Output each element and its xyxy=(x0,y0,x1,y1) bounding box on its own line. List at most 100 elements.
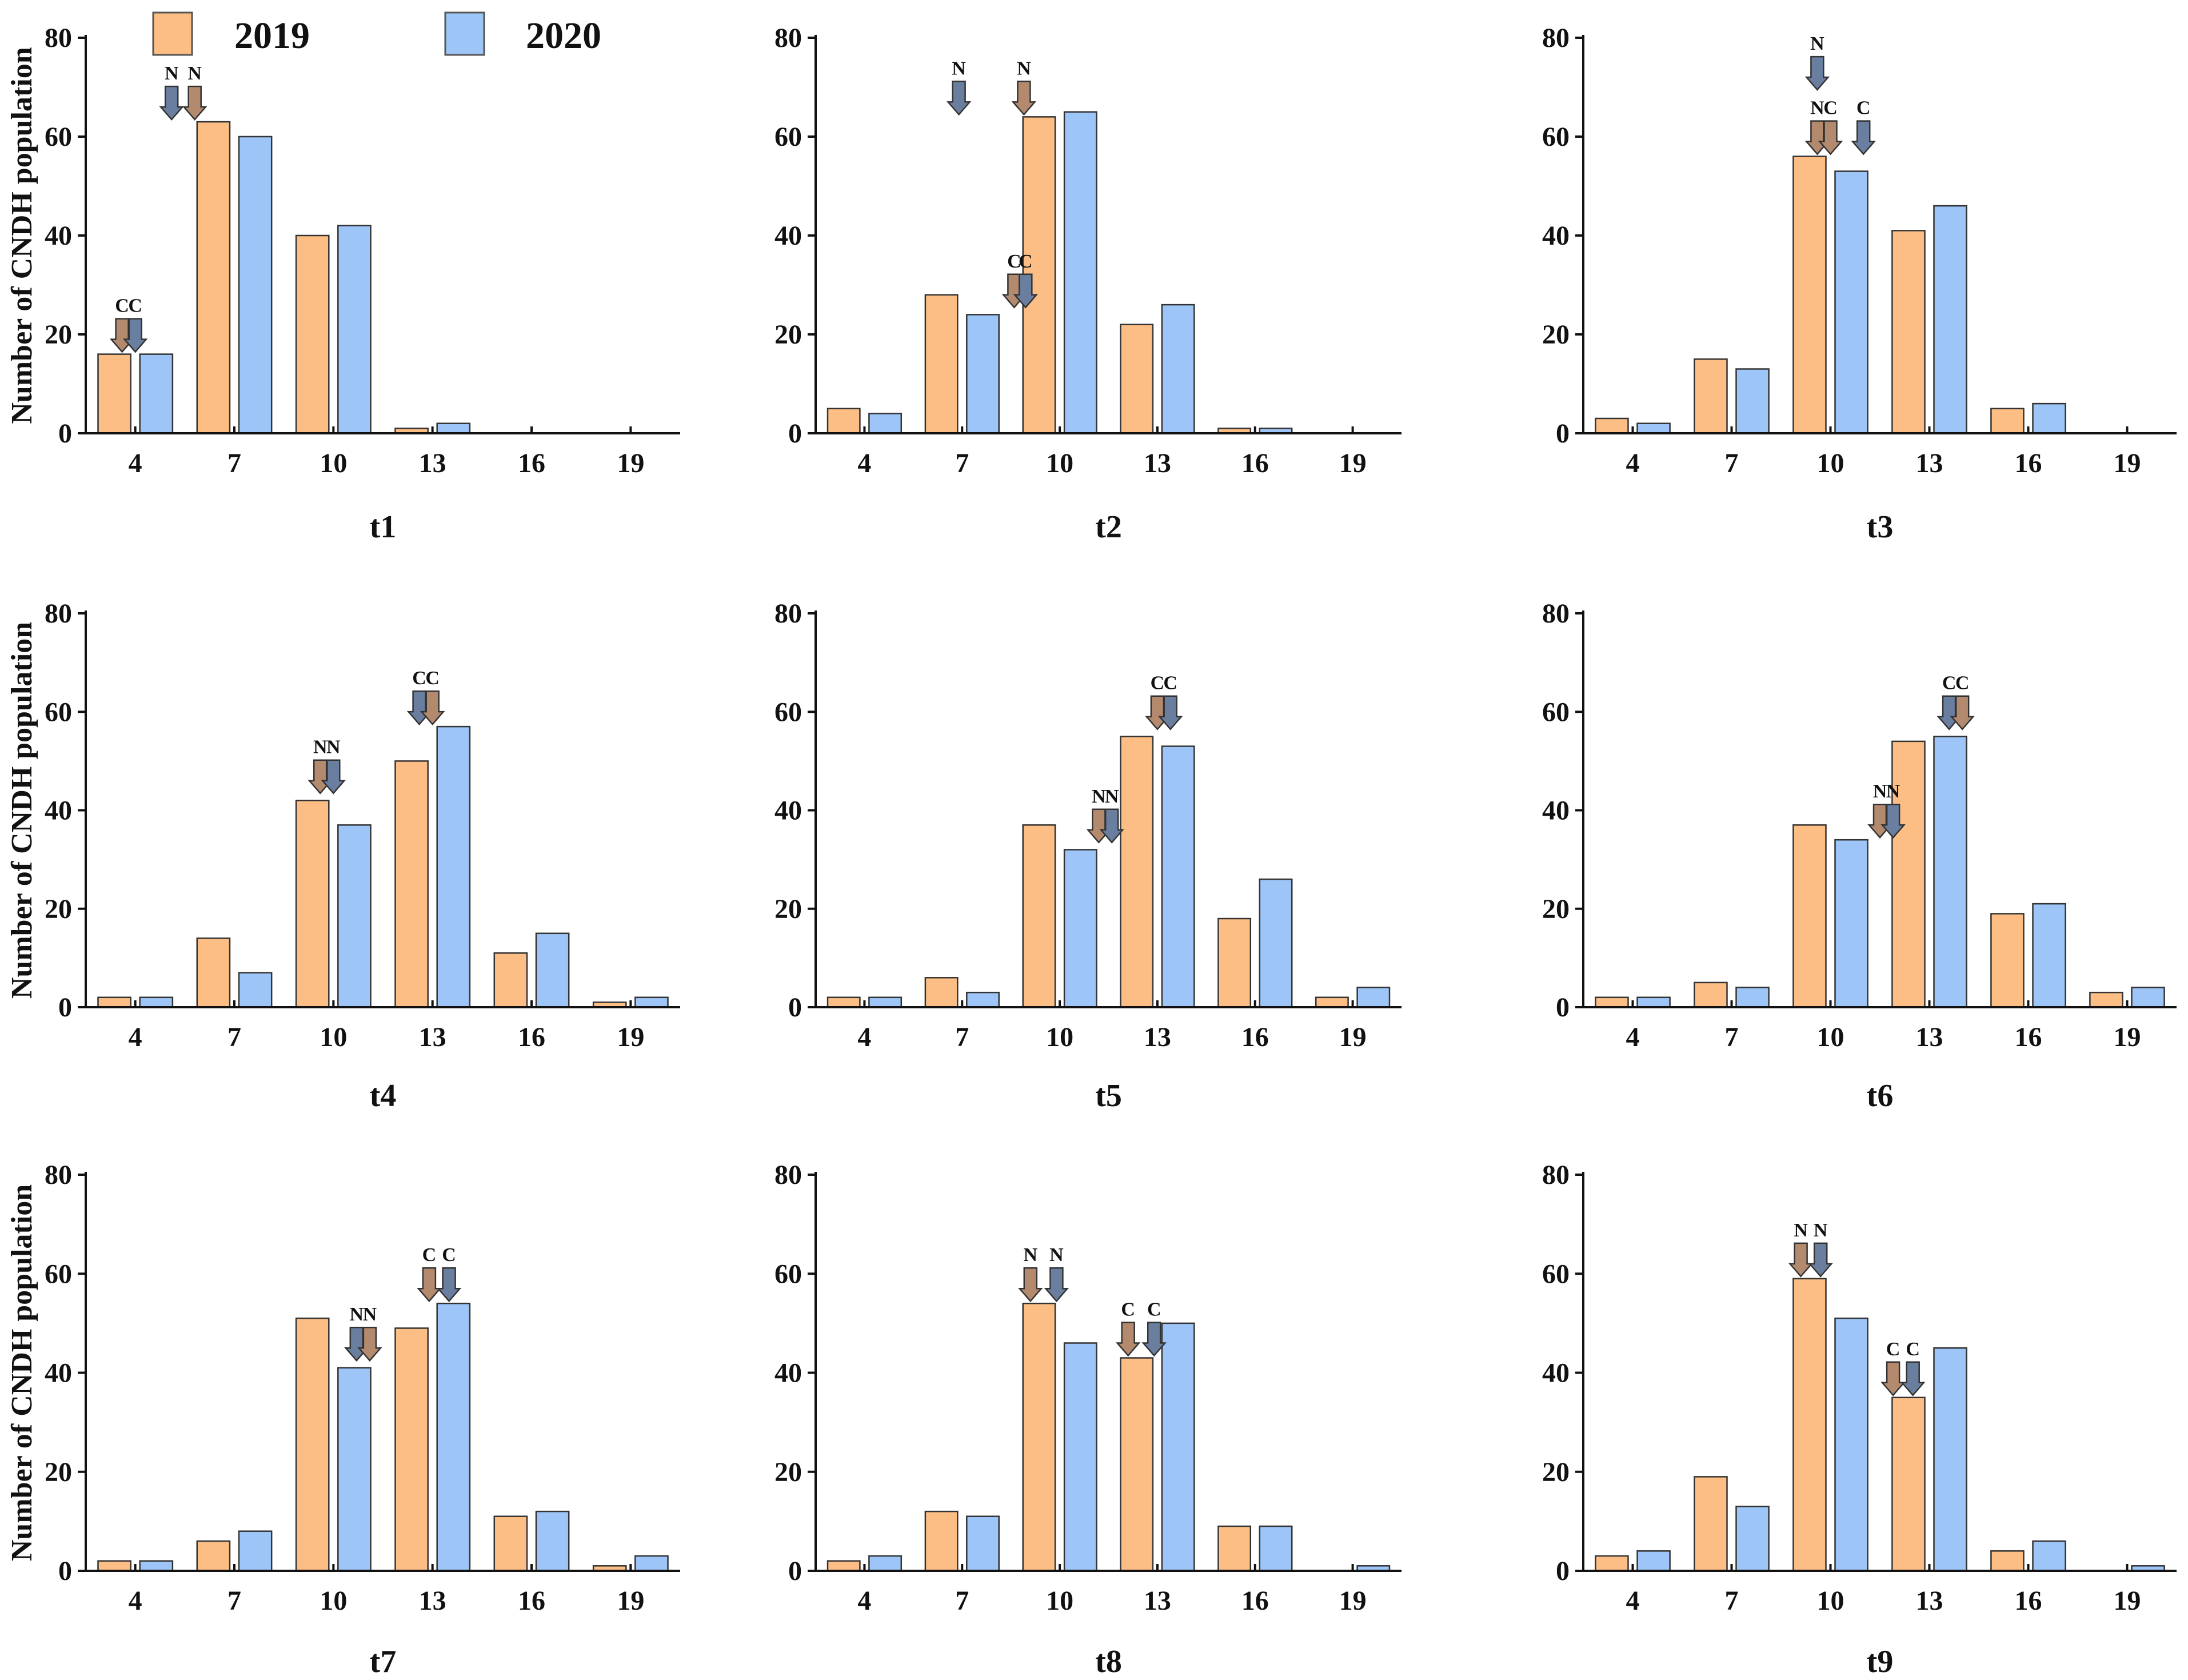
bar-2019-16 xyxy=(1990,1550,2025,1572)
y-tick-label: 60 xyxy=(1542,697,1570,727)
x-tick-label: 13 xyxy=(1916,1586,1943,1616)
y-tick-label: 80 xyxy=(45,23,72,53)
bar-2019-10 xyxy=(1792,1278,1827,1572)
bar-2019-7 xyxy=(924,977,959,1008)
bar-2020-10 xyxy=(1834,1317,1868,1572)
x-tick-label: 13 xyxy=(419,1586,446,1616)
arrow-marker xyxy=(1900,1361,1926,1396)
arrow-label: N xyxy=(1873,781,1887,802)
bar-2019-4 xyxy=(1595,1555,1629,1572)
y-tick-label: 20 xyxy=(45,320,72,350)
x-tick-label: 4 xyxy=(129,1022,142,1052)
bar-2020-10 xyxy=(1063,849,1097,1008)
panel-t6: 0 20 40 60 80 4 7 10 13 16 19 t6 NN CC xyxy=(1542,598,2177,1114)
arrow-label: C xyxy=(412,668,426,689)
panel-title: t5 xyxy=(1095,1078,1122,1114)
bar-2020-10 xyxy=(337,824,372,1008)
panel-t7: 0 20 40 60 80 4 7 10 13 16 19 t7 Number of CNDH popu… xyxy=(6,1160,680,1679)
bar-2020-16 xyxy=(535,932,570,1008)
x-tick-label: 10 xyxy=(1817,1586,1844,1616)
x-tick-label: 7 xyxy=(1725,448,1739,478)
arrow-label: C xyxy=(1823,98,1838,119)
arrow-marker xyxy=(321,759,346,795)
arrow-label: C xyxy=(1019,251,1033,272)
arrow-label: N xyxy=(326,737,341,758)
x-tick-label: 4 xyxy=(1626,448,1640,478)
bar-2020-4 xyxy=(868,413,903,434)
bar-2020-13 xyxy=(1161,745,1195,1008)
bar-2020-13 xyxy=(1161,304,1195,434)
x-tick-label: 10 xyxy=(320,1022,347,1052)
bar-2019-16 xyxy=(1217,917,1252,1008)
bar-2020-10 xyxy=(337,225,372,434)
y-tick-label: 40 xyxy=(774,1358,802,1388)
bar-2019-4 xyxy=(97,996,131,1008)
arrow-marker xyxy=(1851,120,1876,155)
arrow-label: C xyxy=(1856,98,1871,119)
y-tick-label: 0 xyxy=(58,418,72,449)
panel-t5: 0 20 40 60 80 4 7 10 13 16 19 t5 NN CC xyxy=(774,598,1402,1114)
bar-2019-7 xyxy=(196,121,231,434)
x-tick-label: 19 xyxy=(617,1022,644,1052)
bar-2020-13 xyxy=(436,422,471,434)
arrow-marker xyxy=(1044,1267,1069,1303)
panel-title: t8 xyxy=(1095,1644,1122,1679)
y-tick-label: 60 xyxy=(774,697,802,727)
bar-2020-4 xyxy=(139,1560,174,1572)
bar-2020-13 xyxy=(436,725,471,1008)
panel-t2: 0 20 40 60 80 4 7 10 13 16 19 t2 N N CC xyxy=(774,23,1402,545)
panel-t8: 0 20 40 60 80 4 7 10 13 16 19 t8 N N C C xyxy=(774,1160,1402,1679)
arrow-marker xyxy=(1013,273,1039,309)
bar-2019-7 xyxy=(1694,1476,1728,1572)
y-tick-label: 20 xyxy=(45,894,72,924)
arrow-marker xyxy=(1880,803,1906,839)
x-tick-label: 19 xyxy=(1339,1586,1367,1616)
arrow-marker xyxy=(1808,1242,1833,1278)
x-tick-label: 7 xyxy=(227,448,241,478)
bar-2019-4 xyxy=(827,996,861,1008)
bar-2019-19 xyxy=(2089,991,2123,1008)
y-tick-label: 40 xyxy=(45,221,72,251)
bar-2020-19 xyxy=(634,1555,669,1572)
x-tick-label: 16 xyxy=(518,448,545,478)
bar-2019-7 xyxy=(924,1510,959,1572)
arrow-marker xyxy=(1804,55,1830,91)
y-tick-label: 80 xyxy=(1542,1160,1570,1190)
y-tick-label: 40 xyxy=(774,221,802,251)
arrow-label: C xyxy=(1955,673,1970,694)
bar-2019-10 xyxy=(1792,824,1827,1008)
arrow-label: N xyxy=(1814,1220,1828,1241)
panel-t4: 0 20 40 60 80 4 7 10 13 16 19 t4 Number of CNDH popu… xyxy=(6,598,680,1114)
bar-2019-4 xyxy=(97,353,131,434)
arrow-label: C xyxy=(1121,1299,1135,1320)
bar-2019-13 xyxy=(1891,1396,1926,1572)
bar-2019-16 xyxy=(1990,913,2025,1008)
bar-2020-13 xyxy=(1933,1347,1967,1572)
arrow-marker xyxy=(1099,808,1124,844)
bar-2020-16 xyxy=(2032,402,2066,434)
bar-2019-4 xyxy=(827,408,861,434)
bar-2019-10 xyxy=(295,800,330,1008)
arrow-label: N xyxy=(1810,98,1824,119)
bar-2019-13 xyxy=(1891,230,1926,434)
y-tick-label: 20 xyxy=(774,320,802,350)
x-tick-label: 16 xyxy=(1241,448,1269,478)
bar-2020-7 xyxy=(966,991,1000,1008)
x-tick-label: 13 xyxy=(1144,1022,1171,1052)
x-tick-label: 13 xyxy=(1144,1586,1171,1616)
bar-2019-13 xyxy=(1120,1357,1154,1572)
bar-2020-13 xyxy=(436,1302,471,1572)
bar-2020-13 xyxy=(1161,1322,1195,1572)
bar-2020-13 xyxy=(1933,736,1967,1008)
bar-2019-10 xyxy=(1792,155,1827,434)
bar-2020-19 xyxy=(634,996,669,1008)
y-tick-label: 80 xyxy=(1542,23,1570,53)
bar-2019-7 xyxy=(196,937,231,1008)
bar-2020-7 xyxy=(1735,1506,1770,1572)
x-tick-label: 13 xyxy=(419,1022,446,1052)
y-tick-label: 40 xyxy=(1542,1358,1570,1388)
arrow-marker xyxy=(1141,1322,1167,1357)
panel-title: t2 xyxy=(1095,509,1122,545)
y-tick-label: 40 xyxy=(1542,796,1570,826)
x-tick-label: 10 xyxy=(1817,448,1844,478)
